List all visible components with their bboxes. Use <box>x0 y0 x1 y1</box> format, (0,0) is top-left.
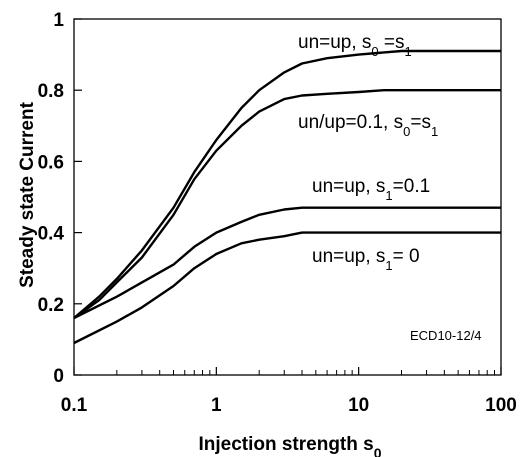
y-axis-label: Steady state Current <box>17 101 38 288</box>
x-axis-label-main: Injection strength s <box>198 434 373 455</box>
plot-frame <box>73 18 502 376</box>
x-axis-label-sub: 0 <box>374 445 382 457</box>
tick-labels-layer: 0 0.2 0.4 0.6 0.8 1 0.1 1 10 100 <box>38 10 517 416</box>
annotation-curve-1: un=up, s0 =s1 <box>298 32 412 59</box>
x-tick-label-1: 1 <box>211 395 222 416</box>
y-tick-label-0: 0 <box>53 366 64 387</box>
y-tick-label-1: 0.2 <box>38 295 64 316</box>
x-tick-label-0: 0.1 <box>61 395 88 416</box>
annotation-curve-2: un/up=0.1, s0=s1 <box>298 112 438 139</box>
axes-layer <box>73 18 502 376</box>
y-tick-label-3: 0.6 <box>38 152 64 173</box>
x-axis-label: Injection strength s0 <box>198 434 381 457</box>
x-tick-label-3: 100 <box>485 395 517 416</box>
curves-layer <box>73 49 501 345</box>
series-line-3 <box>73 206 501 320</box>
y-tick-label-5: 1 <box>53 10 64 31</box>
annotation-curve-4: un=up, s1= 0 <box>312 246 420 273</box>
x-tick-label-2: 10 <box>348 395 369 416</box>
chart-note: ECD10-12/4 <box>410 328 482 343</box>
annotation-curve-3: un=up, s1=0.1 <box>312 176 430 203</box>
y-tick-label-4: 0.8 <box>38 81 64 102</box>
ticks-layer <box>73 18 502 376</box>
series-line-4 <box>73 231 501 345</box>
y-tick-label-2: 0.4 <box>38 224 65 245</box>
series-line-1 <box>73 49 501 319</box>
series-line-2 <box>73 89 501 319</box>
